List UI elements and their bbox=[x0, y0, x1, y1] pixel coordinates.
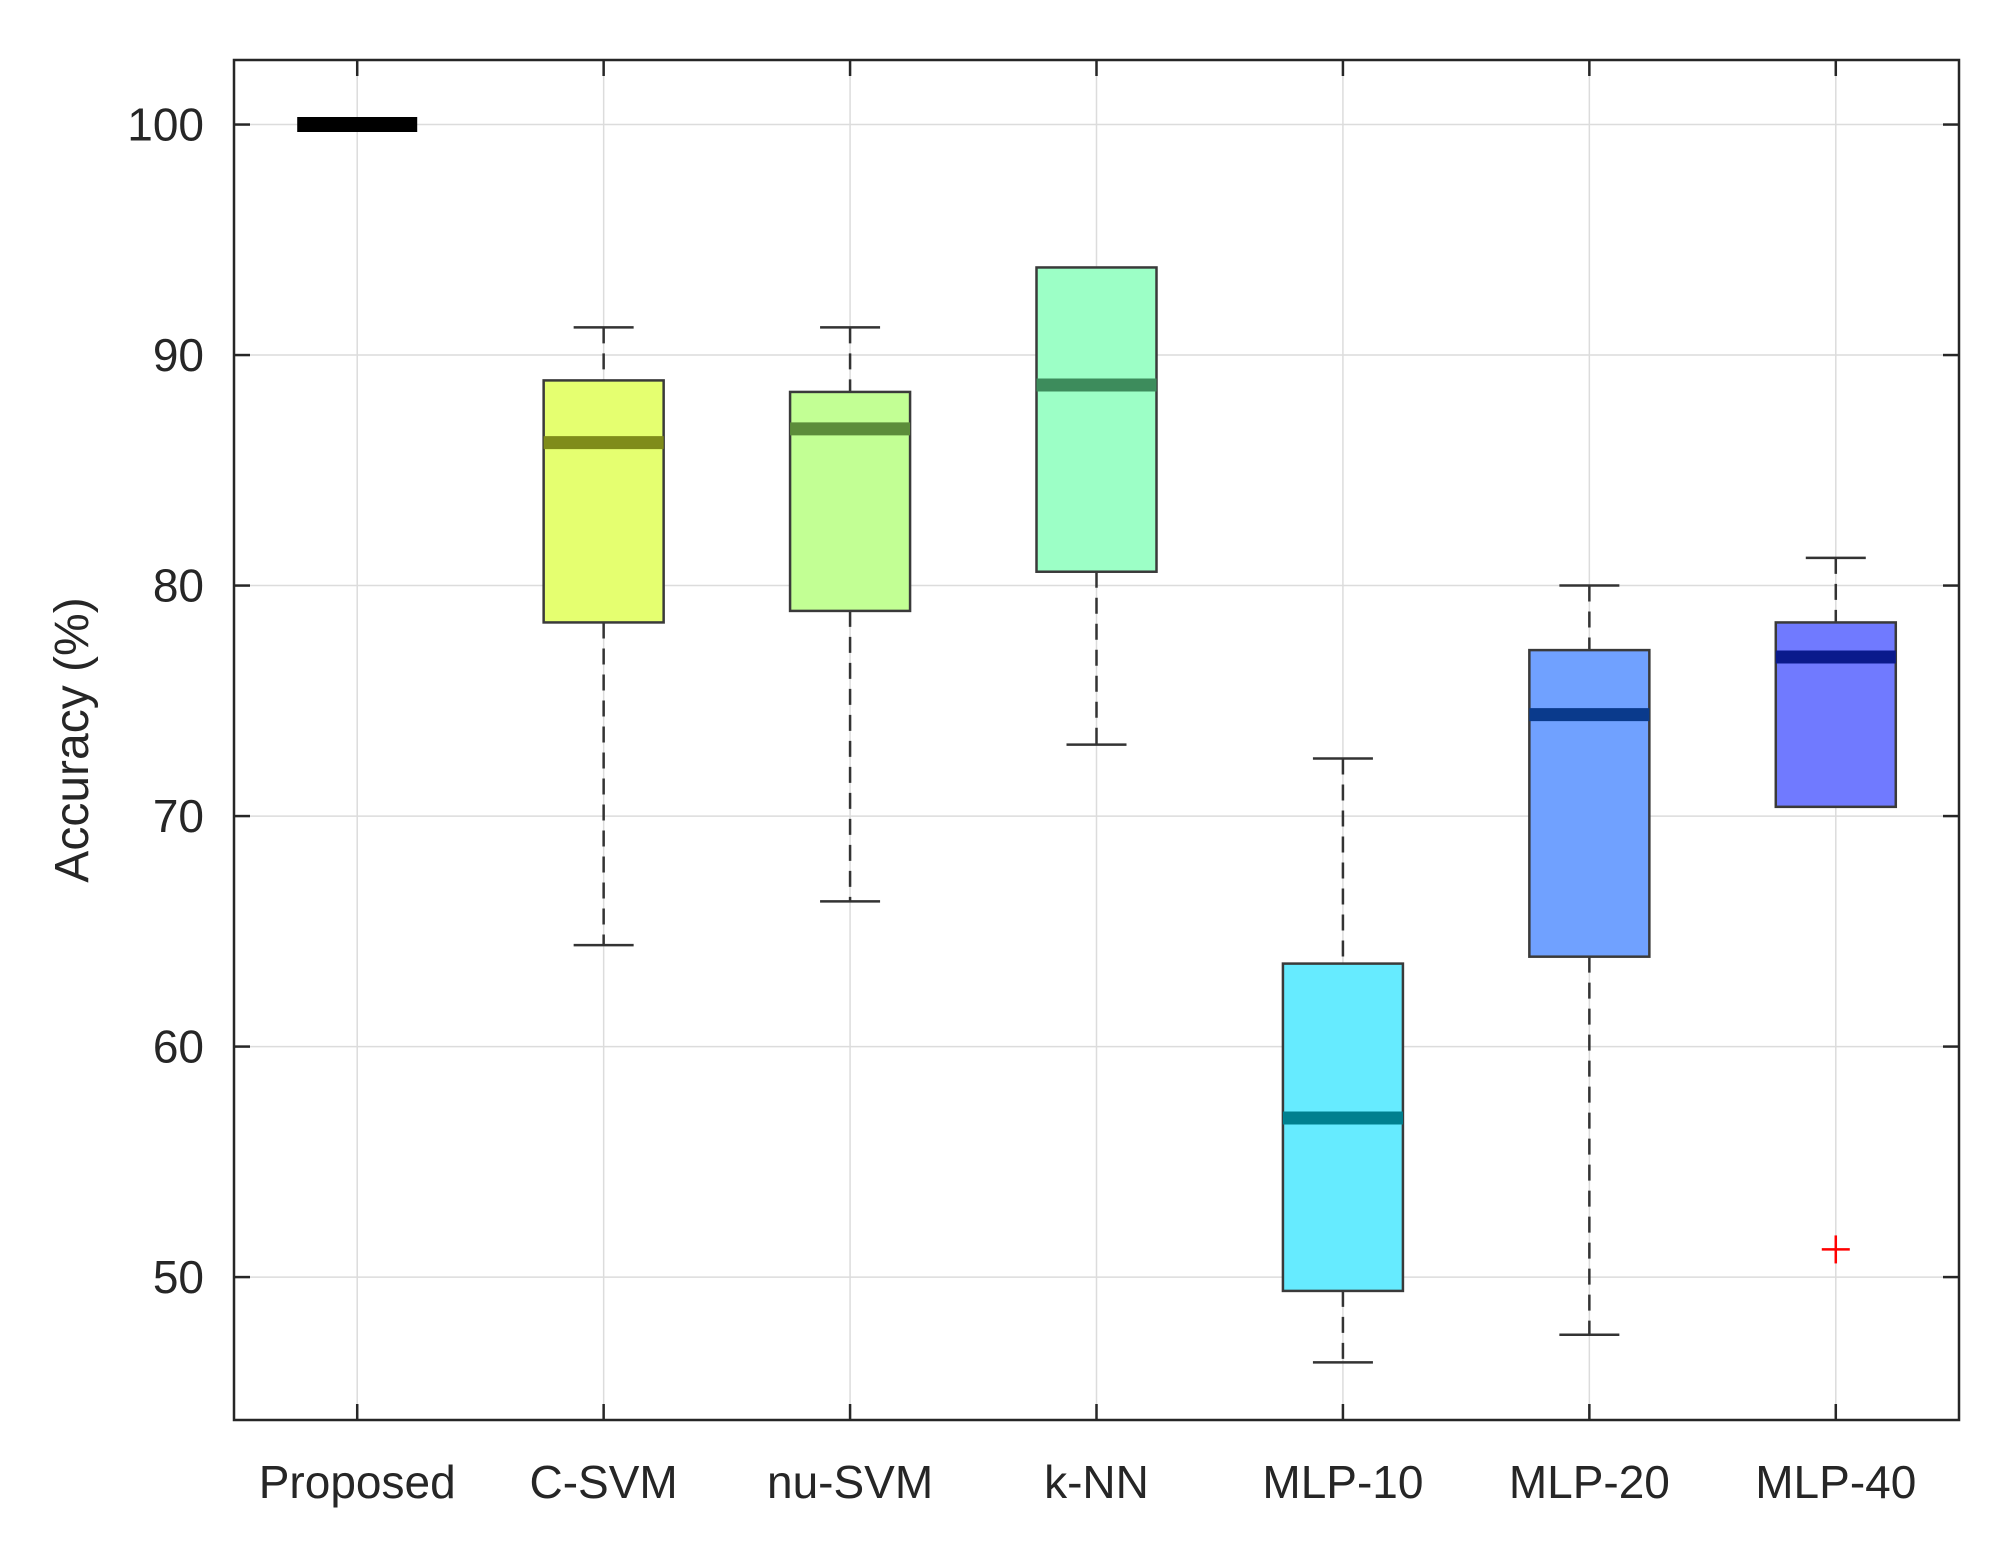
outlier-marker bbox=[1821, 1235, 1850, 1264]
iqr-box bbox=[1774, 621, 1898, 809]
y-axis-label: Accuracy (%) bbox=[46, 597, 99, 882]
y-tick-label: 60 bbox=[153, 1021, 204, 1073]
x-tick-label: Proposed bbox=[259, 1456, 456, 1508]
y-tick-label: 70 bbox=[153, 790, 204, 842]
x-tick-label: C-SVM bbox=[530, 1456, 678, 1508]
y-tick-label: 80 bbox=[153, 560, 204, 612]
box-mlp-40 bbox=[1774, 556, 1898, 1264]
iqr-box bbox=[542, 379, 665, 624]
iqr-box bbox=[1281, 962, 1405, 1293]
box-nu-svm bbox=[788, 326, 912, 903]
box-c-svm bbox=[542, 326, 665, 947]
y-tick-label: 90 bbox=[153, 329, 204, 381]
box-k-nn bbox=[1035, 266, 1158, 746]
y-tick-label: 50 bbox=[153, 1251, 204, 1303]
axis-ticks bbox=[234, 60, 1959, 1420]
box-mlp-10 bbox=[1281, 757, 1405, 1364]
box-mlp-20 bbox=[1528, 584, 1651, 1336]
iqr-box bbox=[1035, 266, 1158, 573]
x-tick-label: MLP-10 bbox=[1262, 1456, 1423, 1508]
y-tick-label: 100 bbox=[127, 99, 204, 151]
x-tick-label: nu-SVM bbox=[767, 1456, 933, 1508]
x-tick-label: MLP-40 bbox=[1755, 1456, 1916, 1508]
x-tick-labels: Proposed C-SVM nu-SVM k-NN MLP-10 MLP-20 MLP-4… bbox=[259, 1456, 1917, 1508]
y-tick-labels: 50 60 70 80 90 100 bbox=[127, 99, 204, 1304]
box-series bbox=[297, 117, 1898, 1364]
iqr-box bbox=[1528, 648, 1651, 958]
plot-frame bbox=[232, 58, 1961, 1422]
x-tick-label: k-NN bbox=[1044, 1456, 1149, 1508]
x-tick-label: MLP-20 bbox=[1509, 1456, 1670, 1508]
